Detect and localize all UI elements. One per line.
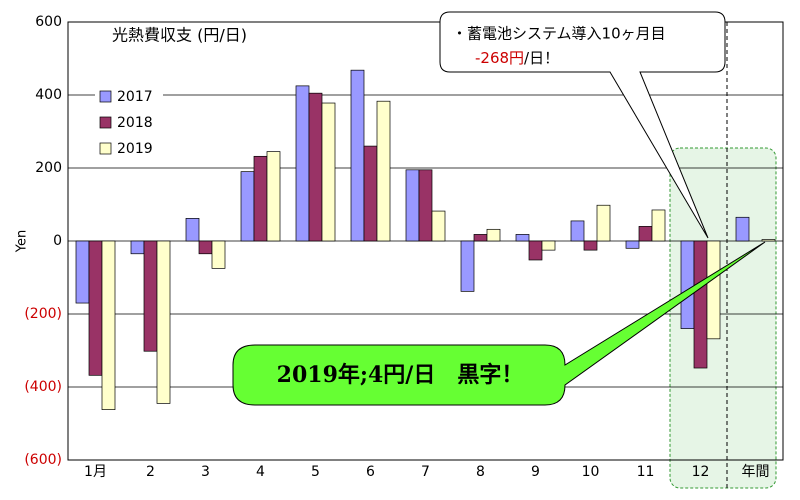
callout-bubble xyxy=(439,11,726,239)
x-tick-label: 年間 xyxy=(742,464,770,480)
y-tick-label: 0 xyxy=(53,233,62,249)
bar xyxy=(473,234,488,242)
bar xyxy=(625,240,640,249)
y-tick-label: (200) xyxy=(24,306,62,322)
highlight-text: 2019年;4円/日 黒字！ xyxy=(277,362,524,388)
bar xyxy=(431,210,446,242)
bar xyxy=(130,240,145,255)
bar xyxy=(541,240,556,251)
bar xyxy=(198,240,213,255)
highlight-box xyxy=(669,147,777,489)
y-tick-label: (400) xyxy=(24,379,62,395)
legend-swatch xyxy=(99,90,112,103)
x-tick-label: 2 xyxy=(146,464,155,480)
y-axis-label: Yen xyxy=(15,230,30,253)
x-tick-label: 12 xyxy=(692,464,710,480)
legend-swatch xyxy=(99,116,112,129)
bar xyxy=(253,155,268,242)
legend-label: 2017 xyxy=(117,89,153,105)
bar xyxy=(528,240,543,261)
bar xyxy=(761,239,776,242)
bar xyxy=(211,240,226,269)
callout-rest: /日！ xyxy=(524,49,559,67)
x-tick-label: 1月 xyxy=(84,464,107,480)
x-tick-label: 5 xyxy=(311,464,320,480)
bar xyxy=(363,145,378,242)
callout-text: ・蓄電池システム導入10ヶ月目 xyxy=(452,25,666,43)
legend-swatch xyxy=(99,142,112,155)
y-tick-label: 200 xyxy=(35,160,62,176)
bar xyxy=(680,240,695,329)
bar xyxy=(693,240,708,369)
bar xyxy=(638,226,653,242)
x-tick-label: 8 xyxy=(476,464,485,480)
bar xyxy=(101,240,116,410)
bar xyxy=(185,218,200,242)
bar xyxy=(308,92,323,242)
bar xyxy=(570,220,585,242)
bar xyxy=(460,240,475,292)
callout-red: -268円 xyxy=(475,49,524,67)
plot-border xyxy=(67,21,784,461)
legend-label: 2019 xyxy=(117,141,153,157)
bar xyxy=(240,171,255,242)
bar xyxy=(515,234,530,242)
bar xyxy=(75,240,90,304)
bar xyxy=(486,228,501,242)
bar xyxy=(706,240,721,340)
bar xyxy=(418,169,433,242)
x-tick-label: 6 xyxy=(366,464,375,480)
bar xyxy=(321,102,336,242)
y-tick-label: 600 xyxy=(35,14,62,30)
legend-label: 2018 xyxy=(117,115,153,131)
bar xyxy=(295,85,310,242)
y-tick-label: 400 xyxy=(35,87,62,103)
callout-text: -268円/日！ xyxy=(475,49,559,67)
x-tick-label: 10 xyxy=(582,464,600,480)
bar xyxy=(583,240,598,251)
x-tick-label: 7 xyxy=(421,464,430,480)
bar xyxy=(88,240,103,376)
bar xyxy=(266,151,281,242)
bar xyxy=(596,204,611,242)
highlight-bubble xyxy=(232,241,766,406)
x-tick-label: 11 xyxy=(637,464,655,480)
x-tick-label: 3 xyxy=(201,464,210,480)
bar xyxy=(143,240,158,352)
y-tick-label: (600) xyxy=(24,452,62,468)
bar xyxy=(376,100,391,242)
bar xyxy=(156,240,171,404)
bar xyxy=(350,69,365,242)
bar xyxy=(735,216,750,242)
x-tick-label: 4 xyxy=(256,464,265,480)
x-tick-label: 9 xyxy=(531,464,540,480)
bar xyxy=(405,169,420,242)
bar xyxy=(651,209,666,242)
chart-title: 光熱費収支 (円/日) xyxy=(112,26,247,45)
